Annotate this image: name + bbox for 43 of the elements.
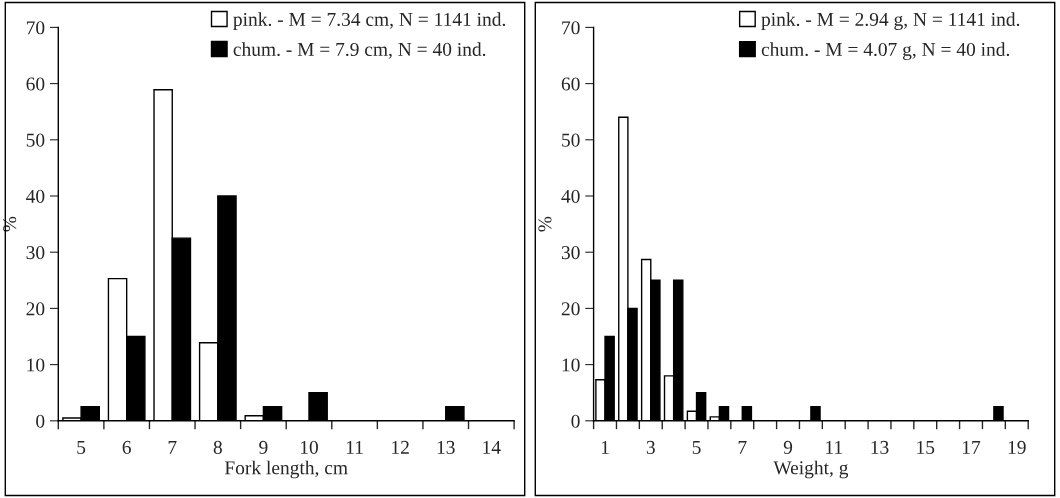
y-tick-label: 60: [561, 77, 580, 91]
x-tick-label: 15: [917, 440, 935, 454]
y-tick-label: 30: [26, 246, 45, 260]
x-tick-label: 19: [1008, 440, 1026, 454]
x-axis-title: Fork length, cm: [224, 460, 348, 479]
y-tick-label: 20: [561, 302, 580, 316]
x-axis-title: Weight, g: [773, 460, 849, 479]
x-tick-label: 9: [783, 440, 793, 454]
y-tick-label: 70: [562, 21, 580, 35]
x-tick-label: 9: [259, 440, 268, 454]
x-tick-label: 5: [77, 441, 86, 454]
x-tick-label: 17: [963, 440, 981, 454]
y-tick-label: 40: [26, 189, 45, 203]
y-tick-label: 0: [571, 414, 580, 428]
x-tick-label: 13: [871, 440, 889, 454]
y-tick-label: 30: [561, 246, 580, 260]
x-tick-label: 11: [346, 440, 363, 454]
y-tick-label: 0: [36, 414, 45, 428]
y-tick-label: 50: [26, 133, 45, 147]
x-tick-label: 10: [300, 440, 318, 454]
x-tick-label: 6: [122, 440, 131, 454]
y-tick-label: 10: [562, 358, 580, 372]
legend-label: chum. - M = 4.07 g, N = 40 ind.: [761, 42, 1010, 61]
x-tick-label: 12: [392, 440, 409, 454]
x-tick-label: 5: [692, 441, 701, 454]
x-tick-label: 8: [213, 440, 222, 454]
y-tick-label: 60: [26, 77, 45, 91]
y-tick-label: 70: [26, 21, 45, 35]
legend-label: pink. - M = 2.94 g, N = 1141 ind.: [761, 12, 1020, 30]
x-tick-label: 1: [601, 440, 609, 454]
x-tick-label: 14: [483, 440, 501, 454]
x-tick-label: 7: [168, 441, 177, 454]
x-tick-label: 3: [646, 440, 655, 454]
legend-label: chum. - M = 7.9 cm, N = 40 ind.: [233, 42, 486, 59]
y-tick-label: 10: [27, 358, 45, 372]
y-axis-title: %: [538, 216, 552, 232]
y-tick-label: 20: [26, 302, 45, 316]
y-tick-label: 50: [562, 133, 580, 147]
x-tick-label: 7: [738, 441, 747, 454]
y-tick-label: 40: [561, 189, 580, 203]
x-tick-label: 13: [437, 440, 455, 454]
legend-label: pink. - M = 7.34 cm, N = 1141 ind.: [233, 12, 506, 30]
x-tick-label: 11: [826, 440, 842, 454]
